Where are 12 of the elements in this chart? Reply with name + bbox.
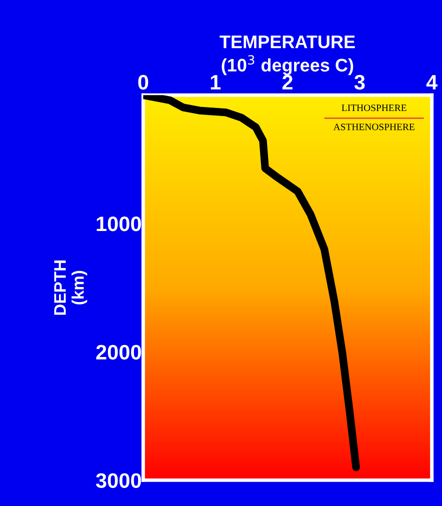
y-tick-label: 1000 — [96, 216, 141, 232]
y-tick-label: 2000 — [96, 344, 141, 360]
x-tick-label: 2 — [282, 74, 292, 90]
y-axis-title: DEPTH (km) — [54, 260, 88, 315]
x-axis-title: TEMPERATURE (10$^{3}$ degrees C) — [220, 36, 355, 76]
annotation: ASTHENOSPHERE — [333, 124, 414, 130]
x-tick-label: 3 — [354, 74, 365, 90]
x-tick-label: 0 — [138, 74, 148, 90]
x-tick-label: 4 — [426, 75, 438, 90]
ref-line-label: LITHOSPHERE — [342, 104, 406, 112]
x-tick-label: 1 — [210, 75, 221, 90]
y-tick-label: 3000 — [96, 473, 141, 488]
